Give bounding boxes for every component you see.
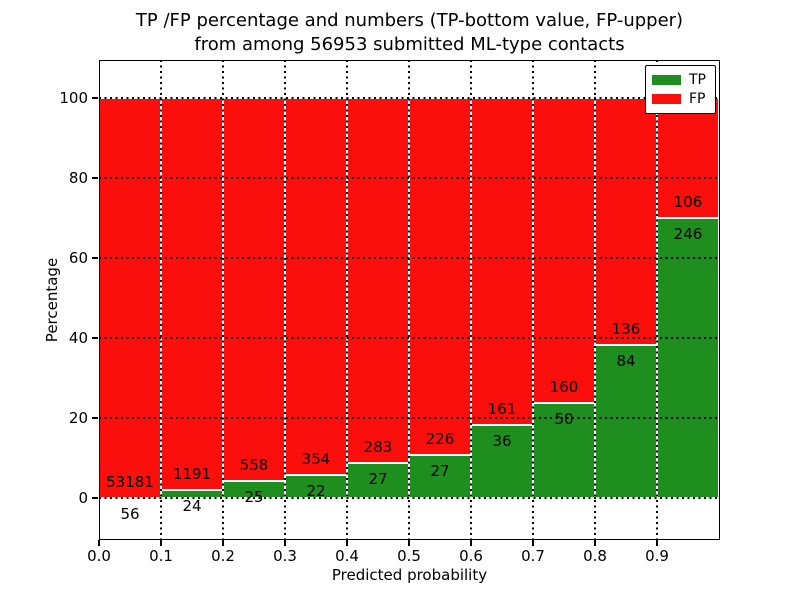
grid-line-vertical	[222, 60, 224, 540]
y-tick-label: 40	[68, 329, 88, 347]
x-tick	[470, 540, 472, 546]
legend-swatch-tp-icon	[652, 74, 681, 85]
tp-count-label: 84	[616, 352, 636, 371]
x-tick	[656, 540, 658, 546]
grid-line-horizontal	[99, 417, 719, 419]
tp-count-label: 22	[306, 481, 326, 500]
chart-title: TP /FP percentage and numbers (TP-bottom…	[99, 9, 720, 57]
fp-count-label: 283	[363, 438, 393, 457]
tp-count-label: 24	[182, 497, 202, 516]
x-tick	[160, 540, 162, 546]
fp-count-label: 1191	[172, 465, 212, 484]
legend: TP FP	[645, 65, 716, 114]
x-tick	[532, 540, 534, 546]
y-tick	[92, 497, 98, 499]
bar-fp-segment	[471, 98, 533, 425]
grid-line-horizontal	[99, 257, 719, 259]
x-tick-label: 0.5	[397, 547, 421, 565]
fp-count-label: 53181	[106, 472, 154, 491]
grid-line-horizontal	[99, 97, 719, 99]
tp-count-label: 27	[430, 462, 450, 481]
fp-count-label: 558	[239, 455, 269, 474]
bar-fp-segment	[533, 98, 595, 403]
y-tick-label: 0	[78, 489, 88, 507]
y-tick-label: 80	[68, 169, 88, 187]
x-axis-label: Predicted probability	[331, 566, 488, 584]
tp-count-label: 50	[554, 409, 574, 428]
y-tick	[92, 97, 98, 99]
x-tick-label: 0.6	[459, 547, 483, 565]
grid-line-vertical	[470, 60, 472, 540]
fp-count-label: 106	[673, 193, 703, 212]
x-tick	[222, 540, 224, 546]
y-tick	[92, 417, 98, 419]
chart-title-line1: TP /FP percentage and numbers (TP-bottom…	[135, 10, 684, 31]
tp-count-label: 246	[673, 225, 703, 244]
bar-fp-segment	[409, 98, 471, 456]
x-tick-label: 0.9	[645, 547, 669, 565]
chart-title-line2: from among 56953 submitted ML-type conta…	[194, 34, 625, 55]
legend-label-fp: FP	[689, 91, 706, 108]
tp-count-label: 56	[120, 504, 140, 523]
x-tick-label: 0.8	[583, 547, 607, 565]
x-tick-label: 0.4	[335, 547, 359, 565]
grid-line-horizontal	[99, 497, 719, 499]
grid-line-vertical	[160, 60, 162, 540]
x-tick-label: 0.3	[273, 547, 297, 565]
x-tick	[98, 540, 100, 546]
fp-count-label: 136	[611, 320, 641, 339]
bar-fp-segment	[161, 98, 223, 491]
bar-fp-segment	[347, 98, 409, 464]
bar-tp-segment	[595, 345, 657, 498]
x-tick-label: 0.2	[211, 547, 235, 565]
legend-label-tp: TP	[689, 71, 706, 88]
grid-line-vertical	[346, 60, 348, 540]
bar-fp-segment	[595, 98, 657, 346]
grid-line-vertical	[594, 60, 596, 540]
y-tick-label: 60	[68, 249, 88, 267]
legend-entry-tp: TP	[652, 72, 709, 88]
legend-swatch-fp-icon	[652, 94, 681, 105]
bar-fp-segment	[223, 98, 285, 481]
grid-line-vertical	[284, 60, 286, 540]
tp-count-label: 25	[244, 487, 264, 506]
grid-line-vertical	[656, 60, 658, 540]
x-tick-label: 0.7	[521, 547, 545, 565]
y-tick-label: 20	[68, 409, 88, 427]
fp-count-label: 226	[425, 430, 455, 449]
y-tick-label: 100	[59, 89, 88, 107]
grid-line-vertical	[532, 60, 534, 540]
tp-count-label: 27	[368, 470, 388, 489]
legend-entry-fp: FP	[652, 91, 709, 107]
grid-line-vertical	[408, 60, 410, 540]
x-tick-label: 0.1	[149, 547, 173, 565]
x-tick	[346, 540, 348, 546]
fp-count-label: 354	[301, 449, 331, 468]
y-tick	[92, 337, 98, 339]
y-tick	[92, 177, 98, 179]
tp-count-label: 36	[492, 431, 512, 450]
grid-line-horizontal	[99, 177, 719, 179]
fp-count-label: 160	[549, 377, 579, 396]
fp-count-label: 161	[487, 399, 517, 418]
x-tick	[594, 540, 596, 546]
x-tick	[408, 540, 410, 546]
bar-fp-segment	[99, 98, 161, 498]
x-tick	[284, 540, 286, 546]
y-tick	[92, 257, 98, 259]
grid-line-horizontal	[99, 337, 719, 339]
x-tick-label: 0.0	[87, 547, 111, 565]
bar-tp-segment	[347, 463, 409, 498]
bar-tp-segment	[657, 218, 719, 498]
